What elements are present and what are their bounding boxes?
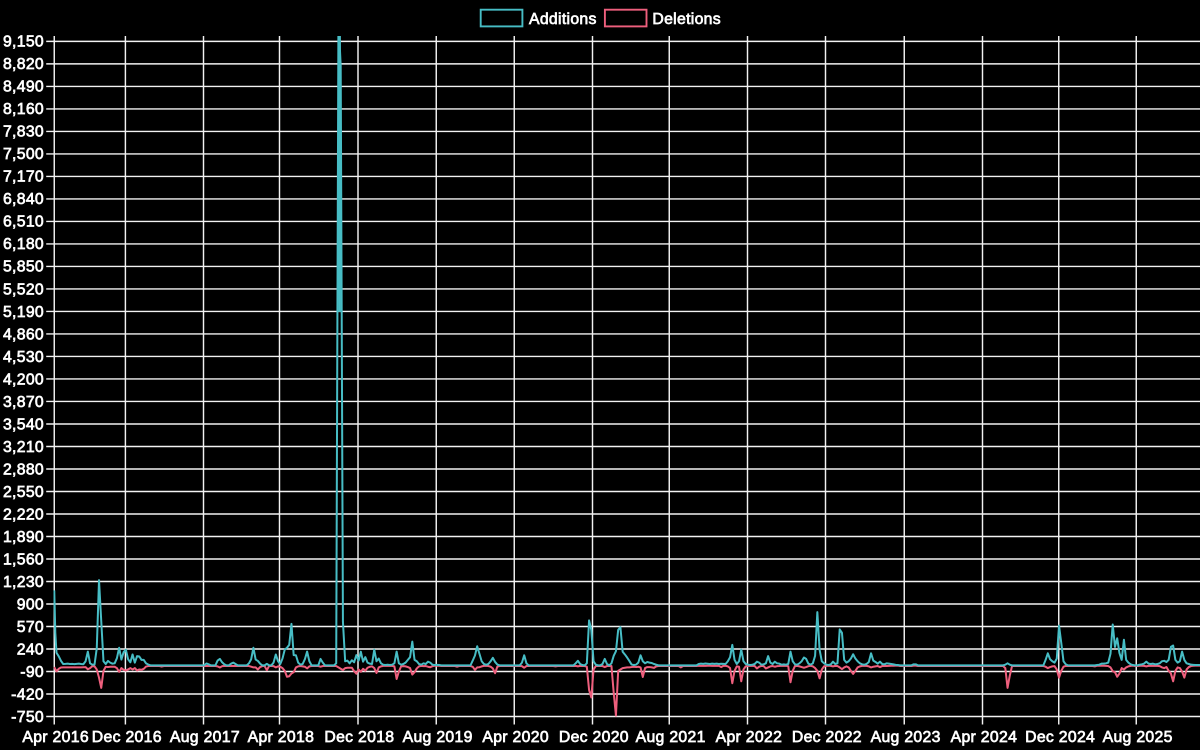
svg-text:Additions: Additions [529, 11, 597, 28]
svg-text:2,220: 2,220 [3, 506, 44, 523]
svg-text:5,850: 5,850 [3, 259, 44, 276]
svg-text:-90: -90 [20, 664, 44, 681]
svg-text:Deletions: Deletions [652, 11, 721, 28]
svg-text:8,820: 8,820 [3, 56, 44, 73]
svg-text:Dec 2016: Dec 2016 [92, 729, 162, 746]
svg-text:900: 900 [17, 596, 44, 613]
svg-text:5,520: 5,520 [3, 281, 44, 298]
svg-text:8,160: 8,160 [3, 101, 44, 118]
svg-text:570: 570 [17, 619, 44, 636]
svg-text:1,560: 1,560 [3, 551, 44, 568]
svg-text:Aug 2025: Aug 2025 [1103, 729, 1173, 746]
svg-text:-420: -420 [11, 686, 44, 703]
svg-text:Apr 2016: Apr 2016 [22, 729, 89, 746]
svg-text:Apr 2020: Apr 2020 [482, 729, 549, 746]
svg-text:6,840: 6,840 [3, 191, 44, 208]
svg-text:3,540: 3,540 [3, 416, 44, 433]
svg-text:1,890: 1,890 [3, 529, 44, 546]
svg-text:2,550: 2,550 [3, 484, 44, 501]
svg-text:Dec 2022: Dec 2022 [792, 729, 862, 746]
svg-text:6,510: 6,510 [3, 214, 44, 231]
svg-text:1,230: 1,230 [3, 574, 44, 591]
svg-text:Dec 2020: Dec 2020 [559, 729, 629, 746]
svg-text:240: 240 [17, 641, 44, 658]
svg-text:7,500: 7,500 [3, 146, 44, 163]
svg-text:7,170: 7,170 [3, 169, 44, 186]
svg-text:Apr 2022: Apr 2022 [716, 729, 783, 746]
svg-text:4,530: 4,530 [3, 349, 44, 366]
svg-text:Apr 2018: Apr 2018 [248, 729, 315, 746]
svg-text:Aug 2023: Aug 2023 [871, 729, 941, 746]
svg-text:9,150: 9,150 [3, 34, 44, 51]
svg-text:3,870: 3,870 [3, 394, 44, 411]
svg-text:4,860: 4,860 [3, 326, 44, 343]
svg-text:8,490: 8,490 [3, 79, 44, 96]
svg-text:Dec 2024: Dec 2024 [1025, 729, 1095, 746]
svg-text:5,190: 5,190 [3, 304, 44, 321]
svg-text:7,830: 7,830 [3, 124, 44, 141]
svg-text:3,210: 3,210 [3, 439, 44, 456]
svg-text:Apr 2024: Apr 2024 [951, 729, 1018, 746]
svg-text:Aug 2021: Aug 2021 [636, 729, 706, 746]
svg-text:Aug 2017: Aug 2017 [170, 729, 240, 746]
svg-text:6,180: 6,180 [3, 236, 44, 253]
svg-text:Dec 2018: Dec 2018 [324, 729, 394, 746]
svg-text:4,200: 4,200 [3, 371, 44, 388]
svg-text:2,880: 2,880 [3, 461, 44, 478]
svg-text:Aug 2019: Aug 2019 [403, 729, 473, 746]
svg-text:-750: -750 [11, 709, 44, 726]
